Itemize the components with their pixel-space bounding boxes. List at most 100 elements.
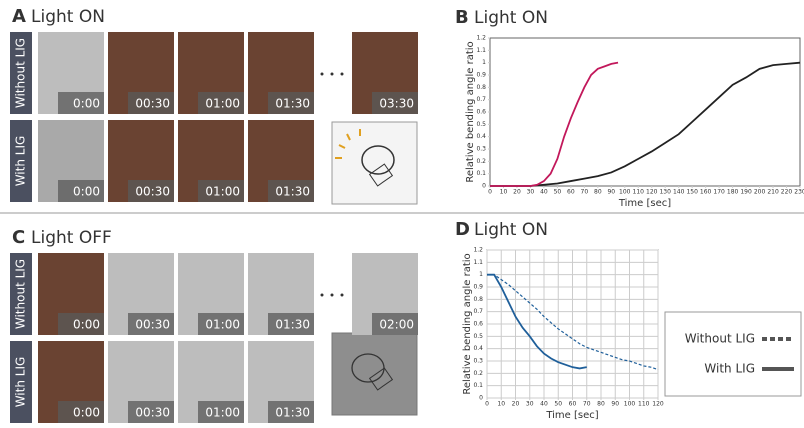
time-box <box>372 313 418 335</box>
legend-label: With LIG <box>704 362 755 376</box>
row-label: Without LIG <box>14 259 28 329</box>
x-tick-label: 130 <box>659 189 671 196</box>
x-tick-label: 0 <box>488 189 492 196</box>
x-tick-label: 10 <box>500 189 508 196</box>
time-box <box>128 92 174 114</box>
x-tick-label: 70 <box>583 401 591 408</box>
x-tick-label: 160 <box>700 189 712 196</box>
y-tick-label: 0.4 <box>476 133 486 140</box>
y-tick-label: 1.1 <box>473 259 483 266</box>
x-tick-label: 190 <box>740 189 752 196</box>
x-tick-label: 10 <box>497 401 505 408</box>
x-tick-label: 30 <box>526 401 534 408</box>
time-label: 00:30 <box>135 185 170 199</box>
time-box <box>372 92 418 114</box>
x-axis-label: Time [sec] <box>618 198 671 209</box>
x-tick-label: 200 <box>754 189 766 196</box>
x-tick-label: 90 <box>607 189 615 196</box>
time-box <box>198 92 244 114</box>
x-tick-label: 150 <box>686 189 698 196</box>
y-tick-label: 1.2 <box>476 35 486 42</box>
row-label: With LIG <box>14 357 28 408</box>
x-tick-label: 110 <box>633 189 645 196</box>
time-label: 00:30 <box>135 406 170 420</box>
y-tick-label: 0.8 <box>473 296 483 303</box>
y-tick-label: 0.5 <box>476 121 486 128</box>
x-tick-label: 50 <box>554 401 562 408</box>
y-tick-label: 0.6 <box>476 109 486 116</box>
x-tick-label: 60 <box>567 189 575 196</box>
series-line <box>487 273 587 370</box>
y-tick-label: 0 <box>482 183 486 190</box>
x-tick-label: 180 <box>727 189 739 196</box>
x-tick-label: 30 <box>527 189 535 196</box>
ellipsis-dot <box>320 72 324 76</box>
time-box <box>198 313 244 335</box>
y-tick-label: 0 <box>479 395 483 402</box>
y-tick-label: 0.7 <box>473 308 483 315</box>
panel-letter: D <box>455 219 470 240</box>
time-box <box>198 401 244 423</box>
ellipsis-dot <box>320 293 324 297</box>
ellipsis-dot <box>340 72 344 76</box>
plot-area <box>489 37 801 187</box>
x-tick-label: 20 <box>513 189 521 196</box>
time-label: 01:30 <box>275 97 310 111</box>
time-label: 01:00 <box>205 318 240 332</box>
panel-title: Light OFF <box>31 228 112 248</box>
legend <box>664 311 802 397</box>
x-tick-label: 100 <box>624 401 636 408</box>
x-tick-label: 120 <box>652 401 664 408</box>
time-box <box>198 180 244 202</box>
ellipsis-dot <box>330 72 334 76</box>
y-tick-label: 0.2 <box>476 158 486 165</box>
x-tick-label: 220 <box>781 189 793 196</box>
x-tick-label: 20 <box>512 401 520 408</box>
series-line <box>490 61 619 187</box>
time-label: 01:30 <box>275 185 310 199</box>
row-tab <box>10 253 32 335</box>
time-label: 00:30 <box>135 97 170 111</box>
series-line <box>490 61 801 187</box>
x-tick-label: 80 <box>594 189 602 196</box>
x-tick-label: 170 <box>713 189 725 196</box>
y-tick-label: 0.6 <box>473 321 483 328</box>
row-label: Without LIG <box>14 38 28 108</box>
y-tick-label: 1.2 <box>473 247 483 254</box>
x-axis-label: Time [sec] <box>545 410 598 421</box>
bulb-off <box>331 332 418 416</box>
x-tick-label: 0 <box>485 401 489 408</box>
x-tick-label: 210 <box>767 189 779 196</box>
y-tick-label: 0.4 <box>473 345 483 352</box>
row-tab <box>10 341 32 423</box>
y-tick-label: 0.1 <box>476 170 486 177</box>
y-tick-label: 0.1 <box>473 382 483 389</box>
series-line <box>487 274 659 371</box>
time-box <box>268 92 314 114</box>
y-axis-label: Relative bending angle ratio <box>462 253 473 394</box>
chart-title: Light ON <box>474 8 548 28</box>
y-axis-label: Relative bending angle ratio <box>465 41 476 182</box>
time-label: 00:30 <box>135 318 170 332</box>
x-tick-label: 230 <box>794 189 804 196</box>
x-tick-label: 40 <box>540 189 548 196</box>
panel-letter: B <box>455 7 469 28</box>
x-tick-label: 110 <box>638 401 650 408</box>
time-label: 01:00 <box>205 97 240 111</box>
row-label: With LIG <box>14 136 28 187</box>
time-label: 01:30 <box>275 318 310 332</box>
time-label: 01:00 <box>205 185 240 199</box>
x-tick-label: 40 <box>540 401 548 408</box>
row-tab <box>10 120 32 202</box>
time-label: 03:30 <box>379 97 414 111</box>
x-tick-label: 70 <box>581 189 589 196</box>
time-box <box>268 401 314 423</box>
time-label: 02:00 <box>379 318 414 332</box>
chart-title: Light ON <box>474 220 548 240</box>
y-tick-label: 0.9 <box>476 72 486 79</box>
y-tick-label: 1 <box>482 59 486 66</box>
time-label: 0:00 <box>73 97 100 111</box>
legend-label: Without LIG <box>685 332 755 346</box>
time-box <box>128 313 174 335</box>
